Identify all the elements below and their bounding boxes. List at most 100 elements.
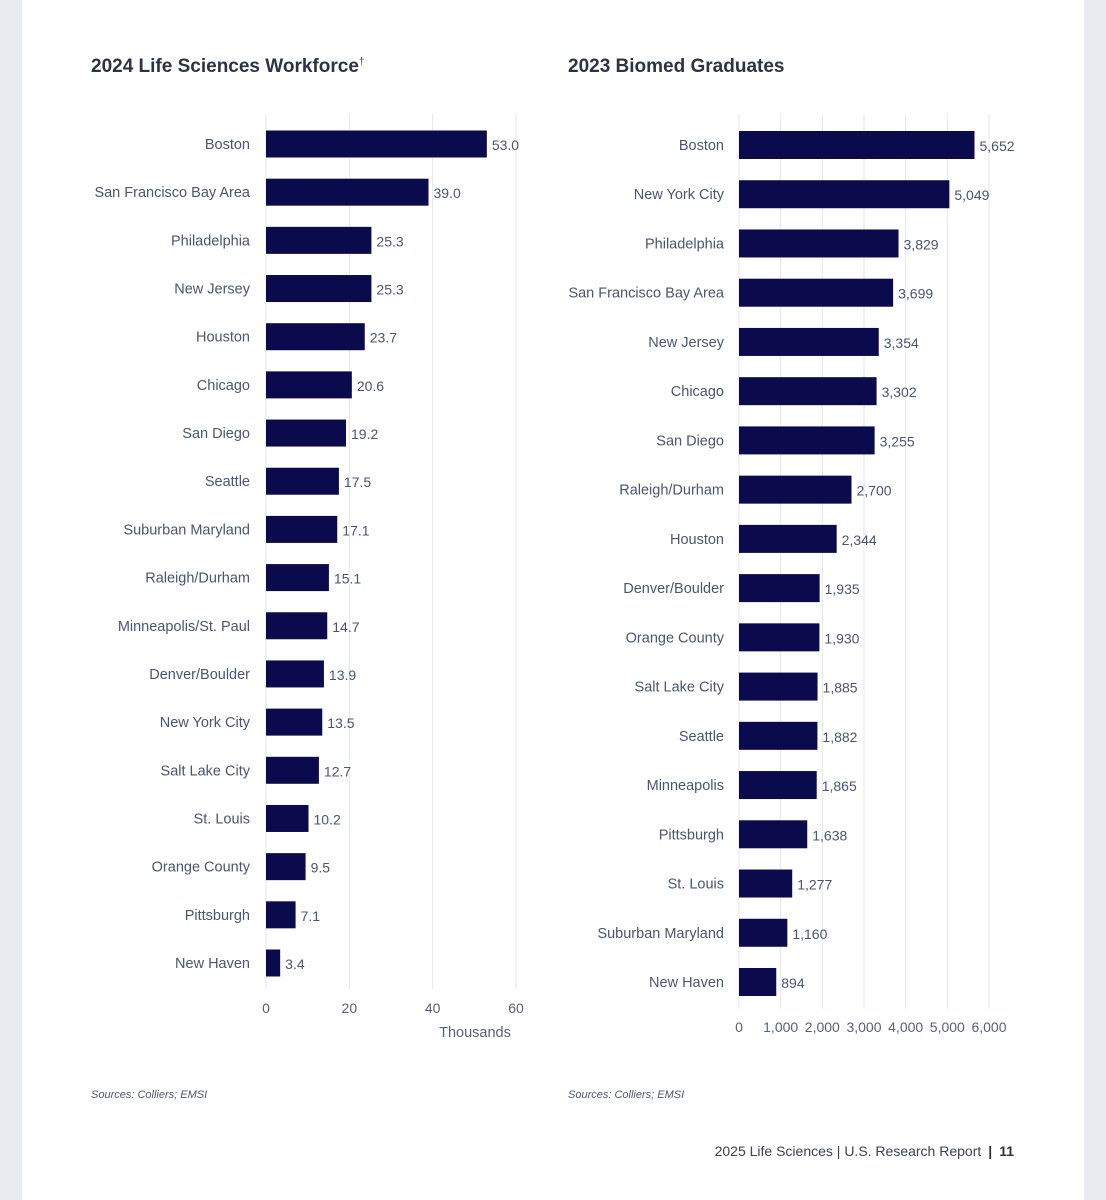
- category-label: San Diego: [656, 433, 724, 449]
- category-label: San Francisco Bay Area: [94, 185, 250, 201]
- data-label: 12.7: [324, 763, 351, 779]
- bar: [739, 918, 788, 947]
- data-label: 17.5: [344, 474, 371, 490]
- bar: [266, 612, 328, 640]
- chart-title-workforce: 2024 Life Sciences Workforce†: [91, 56, 364, 78]
- data-label: 19.2: [351, 426, 378, 442]
- bar: [266, 371, 352, 399]
- bar: [739, 672, 818, 701]
- category-label: Houston: [670, 532, 724, 548]
- x-tick-label: 0: [735, 1019, 743, 1035]
- source-note-workforce: Sources: Colliers; EMSI: [91, 1089, 208, 1101]
- x-tick-label: 1,000: [763, 1019, 798, 1035]
- x-tick-label: 3,000: [846, 1019, 881, 1035]
- bar: [266, 467, 339, 495]
- data-label: 20.6: [357, 378, 384, 394]
- data-label: 5,049: [954, 187, 989, 203]
- category-label: Denver/Boulder: [623, 581, 724, 597]
- bar: [266, 660, 324, 688]
- data-label: 13.9: [329, 667, 356, 683]
- category-label: Boston: [679, 138, 724, 154]
- category-label: St. Louis: [194, 811, 250, 827]
- category-label: Chicago: [671, 384, 724, 400]
- category-label: New Jersey: [174, 282, 250, 298]
- category-label: Minneapolis: [647, 778, 724, 794]
- source-note-graduates: Sources: Colliers; EMSI: [568, 1089, 685, 1101]
- category-label: Seattle: [205, 474, 250, 490]
- data-label: 2,344: [842, 532, 877, 548]
- data-label: 25.3: [376, 282, 403, 298]
- data-label: 1,885: [823, 680, 858, 696]
- footer-report-title: 2025 Life Sciences | U.S. Research Repor…: [714, 1143, 982, 1159]
- category-label: Orange County: [152, 860, 251, 876]
- category-label: Philadelphia: [645, 236, 725, 252]
- bar: [266, 323, 365, 351]
- data-label: 1,935: [825, 581, 860, 597]
- data-label: 17.1: [342, 522, 369, 538]
- bar: [266, 130, 487, 158]
- x-tick-label: 4,000: [888, 1019, 923, 1035]
- x-tick-label: 2,000: [805, 1019, 840, 1035]
- data-label: 3,354: [884, 335, 919, 351]
- category-label: San Diego: [182, 426, 250, 442]
- bar: [266, 275, 372, 303]
- chart-title-graduates: 2023 Biomed Graduates: [568, 56, 785, 77]
- data-label: 3.4: [285, 956, 305, 972]
- x-axis-title: Thousands: [439, 1025, 511, 1041]
- bar: [266, 756, 319, 784]
- bar: [266, 564, 329, 592]
- footer-separator: |: [988, 1143, 993, 1159]
- x-tick-label: 60: [508, 1000, 524, 1016]
- data-label: 1,277: [797, 877, 832, 893]
- data-label: 1,865: [822, 778, 857, 794]
- category-label: Philadelphia: [171, 233, 251, 249]
- bar: [266, 804, 309, 832]
- data-label: 25.3: [376, 233, 403, 249]
- category-label: Orange County: [626, 630, 725, 646]
- bar: [739, 721, 818, 750]
- bar: [266, 853, 306, 881]
- data-label: 3,699: [898, 286, 933, 302]
- x-tick-label: 20: [342, 1000, 358, 1016]
- category-label: Boston: [205, 137, 250, 153]
- category-label: Suburban Maryland: [123, 522, 250, 538]
- category-label: Denver/Boulder: [149, 667, 250, 683]
- bar: [266, 226, 372, 254]
- data-label: 13.5: [327, 715, 354, 731]
- category-label: Raleigh/Durham: [619, 483, 724, 499]
- bar: [266, 901, 296, 929]
- category-label: Pittsburgh: [659, 827, 724, 843]
- data-label: 9.5: [311, 860, 331, 876]
- x-tick-label: 0: [262, 1000, 270, 1016]
- page-footer: 2025 Life Sciences | U.S. Research Repor…: [715, 1143, 1014, 1159]
- bar: [739, 771, 817, 800]
- category-label: Suburban Maryland: [597, 926, 724, 942]
- bar: [266, 708, 323, 736]
- bar: [739, 968, 777, 996]
- category-label: Salt Lake City: [161, 763, 251, 779]
- bar: [739, 574, 820, 603]
- bar: [266, 419, 346, 447]
- graduates-bar-chart: 0 1,000 2,000 3,000 4,000 5,000 6,000 Boston 5,6…: [568, 114, 1015, 1035]
- workforce-bar-chart: 0 20 40 60 Boston 53.0 San Francisco Bay Area 3…: [94, 113, 524, 1041]
- category-label: St. Louis: [668, 877, 724, 893]
- chart-title-workforce-text: 2024 Life Sciences Workforce: [91, 56, 359, 77]
- category-label: New York City: [634, 187, 725, 203]
- category-label: Raleigh/Durham: [145, 571, 250, 587]
- report-page: 2024 Life Sciences Workforce† 2023 Biome…: [22, 0, 1084, 1200]
- x-tick-label: 5,000: [930, 1019, 965, 1035]
- data-label: 7.1: [301, 908, 321, 924]
- data-label: 894: [781, 975, 805, 991]
- data-label: 1,930: [824, 630, 859, 646]
- bar: [739, 278, 894, 307]
- category-label: Chicago: [197, 378, 250, 394]
- data-label: 23.7: [370, 330, 397, 346]
- bar: [266, 949, 281, 977]
- bar: [739, 475, 852, 504]
- category-label: Seattle: [679, 729, 724, 745]
- category-label: Pittsburgh: [185, 908, 250, 924]
- category-label: Minneapolis/St. Paul: [118, 619, 250, 635]
- data-label: 14.7: [332, 619, 359, 635]
- data-label: 10.2: [314, 811, 341, 827]
- x-tick-label: 6,000: [971, 1019, 1006, 1035]
